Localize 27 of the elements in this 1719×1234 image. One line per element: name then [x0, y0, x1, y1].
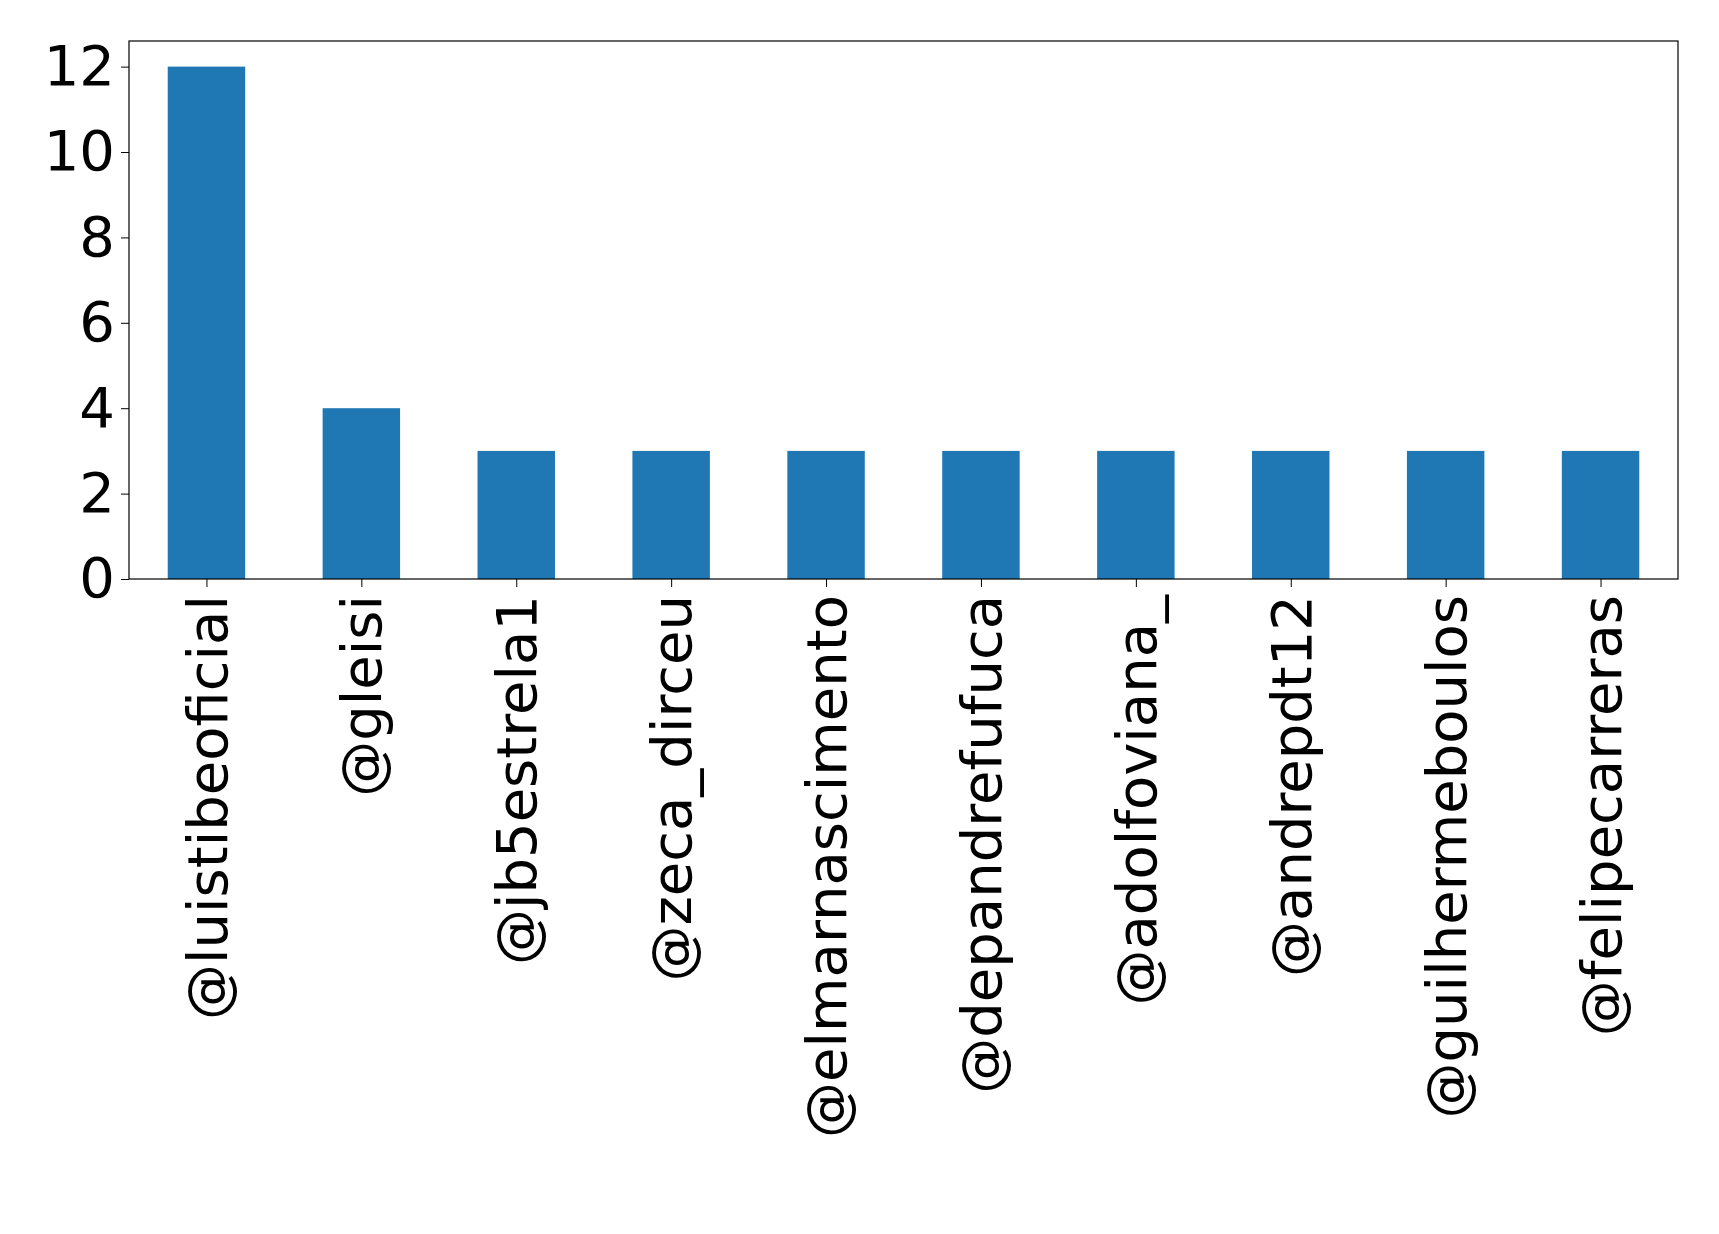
- bar: [787, 450, 865, 579]
- x-tick-label: @adolfoviana_: [1103, 594, 1169, 1006]
- x-tick-label: @luistibeoficial: [174, 595, 240, 1021]
- x-tick-label: @felipecarreras: [1568, 595, 1634, 1037]
- x-tick-label: @elmarnascimento: [794, 595, 860, 1138]
- y-tick-label: 4: [79, 374, 115, 440]
- bar: [477, 450, 555, 579]
- y-tick-label: 8: [79, 203, 115, 269]
- x-tick-label: @zeca_dirceu: [639, 595, 705, 982]
- y-tick-label: 0: [79, 545, 115, 611]
- y-tick-label: 12: [43, 33, 115, 99]
- bar: [322, 408, 401, 579]
- bar: [942, 450, 1020, 579]
- x-tick-label: @jb5estrela1: [484, 595, 550, 966]
- x-tick-label: @depandrefufuca: [949, 595, 1015, 1094]
- bar: [1252, 450, 1330, 579]
- y-tick-label: 10: [43, 118, 115, 184]
- x-tick-label: @andrepdt12: [1258, 595, 1324, 977]
- bar: [1406, 450, 1485, 579]
- y-tick-label: 6: [79, 289, 115, 355]
- bar: [632, 450, 710, 579]
- bar: [167, 66, 246, 579]
- x-tick-label: @gleisi: [329, 595, 395, 797]
- y-tick-label: 2: [79, 460, 115, 526]
- bar: [1097, 450, 1175, 579]
- bar: [1561, 450, 1640, 579]
- x-tick-label: @guilhermeboulos: [1413, 595, 1479, 1119]
